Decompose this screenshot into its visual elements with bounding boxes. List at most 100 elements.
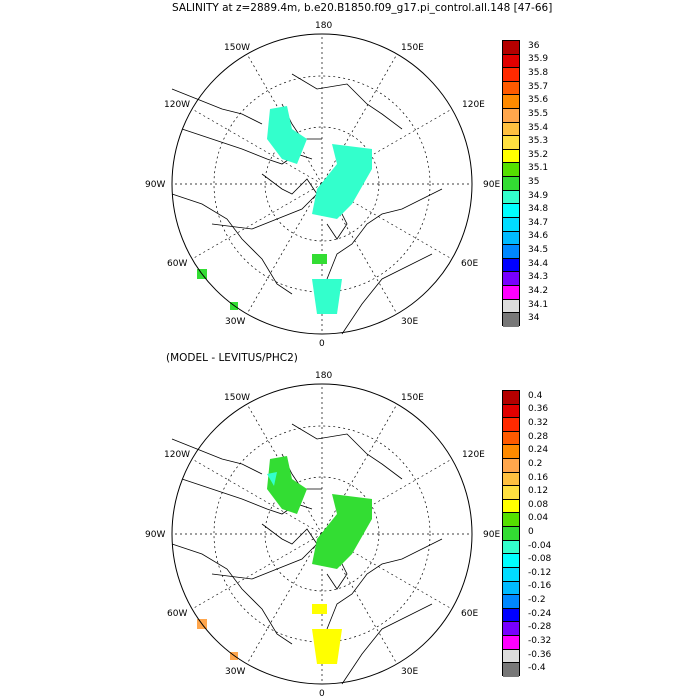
colorbar-tick-label: -0.16 xyxy=(528,581,552,592)
data-region xyxy=(267,106,307,164)
colorbar-tick-label: -0.04 xyxy=(528,540,552,551)
colorbar-tick-label: 34.9 xyxy=(528,190,549,201)
colorbar-tick-label: -0.24 xyxy=(528,608,552,619)
lon-label-120w: 120W xyxy=(164,100,191,110)
colorbar-tick-label: 0.4 xyxy=(528,390,543,401)
coastline xyxy=(171,438,263,475)
data-region xyxy=(312,144,372,219)
coastline xyxy=(171,193,293,295)
colorbar-tick-label: 34.2 xyxy=(528,285,549,296)
colorbar-tick-label: -0.28 xyxy=(528,622,552,633)
data-region xyxy=(312,604,327,614)
map-boundary xyxy=(171,33,473,335)
colorbar-swatch xyxy=(503,95,519,110)
colorbar-tick-label: -0.32 xyxy=(528,635,552,646)
colorbar-swatch xyxy=(503,136,519,150)
colorbar-tick-label: 35.5 xyxy=(528,108,549,119)
lon-label-60w: 60W xyxy=(167,609,188,619)
coastline xyxy=(341,603,433,685)
colorbar-tick-label: 35.4 xyxy=(528,122,549,133)
data-region xyxy=(267,472,277,486)
meridian-line xyxy=(246,183,323,315)
lon-label-150e: 150E xyxy=(401,43,424,53)
colorbar-tick-label: 34.1 xyxy=(528,299,549,310)
data-region xyxy=(312,279,342,314)
colorbar-difference xyxy=(502,390,520,677)
colorbar-tick-label: 34.8 xyxy=(528,204,549,215)
colorbar-swatch xyxy=(503,299,519,314)
coastline xyxy=(341,253,433,335)
colorbar-swatch xyxy=(503,431,519,446)
colorbar-tick-label: 0.32 xyxy=(528,418,549,429)
lon-label-60e: 60E xyxy=(461,259,479,269)
latitude-circle xyxy=(213,425,431,643)
lon-label-30e: 30E xyxy=(401,317,419,327)
colorbar-tick-label: 35.2 xyxy=(528,149,549,160)
meridian-line xyxy=(191,533,323,610)
colorbar-swatch xyxy=(503,567,519,582)
meridian-line xyxy=(191,458,323,535)
lon-label-180: 180 xyxy=(315,371,333,381)
meridian-line xyxy=(321,53,398,185)
colorbar-tick-label: 0.08 xyxy=(528,499,549,510)
lon-label-90e: 90E xyxy=(483,530,501,540)
colorbar-tick-label: 0.12 xyxy=(528,486,549,497)
lon-label-120e: 120E xyxy=(462,100,485,110)
colorbar-tick-label: 34.6 xyxy=(528,231,549,242)
lon-label-30w: 30W xyxy=(225,667,246,677)
data-region xyxy=(312,629,342,664)
colorbar-tick-label: 34.5 xyxy=(528,245,549,256)
lon-label-150w: 150W xyxy=(224,43,251,53)
colorbar-tick-label: 35.9 xyxy=(528,54,549,65)
colorbar-swatch xyxy=(503,663,519,677)
colorbar-swatch xyxy=(503,608,519,623)
colorbar-swatch xyxy=(503,177,519,191)
lon-label-120w: 120W xyxy=(164,450,191,460)
lon-label-30w: 30W xyxy=(225,317,246,327)
coastline xyxy=(291,423,403,480)
lon-label-60e: 60E xyxy=(461,609,479,619)
colorbar-tick-label: 0.04 xyxy=(528,513,549,524)
colorbar-tick-label: 35.6 xyxy=(528,95,549,106)
colorbar-tick-label: 0.2 xyxy=(528,458,543,469)
colorbar-swatch xyxy=(503,231,519,246)
colorbar-tick-label: 35.1 xyxy=(528,163,549,174)
lon-label-150w: 150W xyxy=(224,393,251,403)
coastline xyxy=(211,523,318,580)
colorbar-swatch xyxy=(503,217,519,232)
colorbar-tick-label: 0.16 xyxy=(528,472,549,483)
colorbar-tick-label: 35.7 xyxy=(528,81,549,92)
meridian-line xyxy=(191,183,323,260)
lon-label-30e: 30E xyxy=(401,667,419,677)
coastline xyxy=(326,538,443,630)
lon-label-120e: 120E xyxy=(462,450,485,460)
colorbar-tick-label: 35.8 xyxy=(528,68,549,79)
data-region xyxy=(312,494,372,569)
colorbar-swatch xyxy=(503,581,519,596)
colorbar-swatch xyxy=(503,513,519,528)
lon-label-0: 0 xyxy=(319,689,325,699)
colorbar-salinity xyxy=(502,40,520,327)
colorbar-swatch xyxy=(503,595,519,609)
map-title-salinity: SALINITY at z=2889.4m, b.e20.B1850.f09_g… xyxy=(172,2,553,14)
colorbar-swatch xyxy=(503,163,519,178)
meridian-line xyxy=(191,108,323,185)
colorbar-tick-label: 34.3 xyxy=(528,272,549,283)
colorbar-swatch xyxy=(503,635,519,650)
colorbar-swatch xyxy=(503,54,519,69)
colorbar-swatch xyxy=(503,391,519,405)
data-region xyxy=(267,456,307,514)
data-region xyxy=(312,254,327,264)
lon-label-90e: 90E xyxy=(483,180,501,190)
colorbar-tick-label: 0.24 xyxy=(528,445,549,456)
colorbar-swatch xyxy=(503,81,519,96)
colorbar-tick-label: 0.28 xyxy=(528,431,549,442)
coastline xyxy=(171,88,263,125)
colorbar-swatch xyxy=(503,41,519,55)
colorbar-tick-label: -0.36 xyxy=(528,649,552,660)
colorbar-swatch xyxy=(503,272,519,286)
colorbar-tick-label: 35 xyxy=(528,177,540,187)
colorbar-swatch xyxy=(503,540,519,555)
